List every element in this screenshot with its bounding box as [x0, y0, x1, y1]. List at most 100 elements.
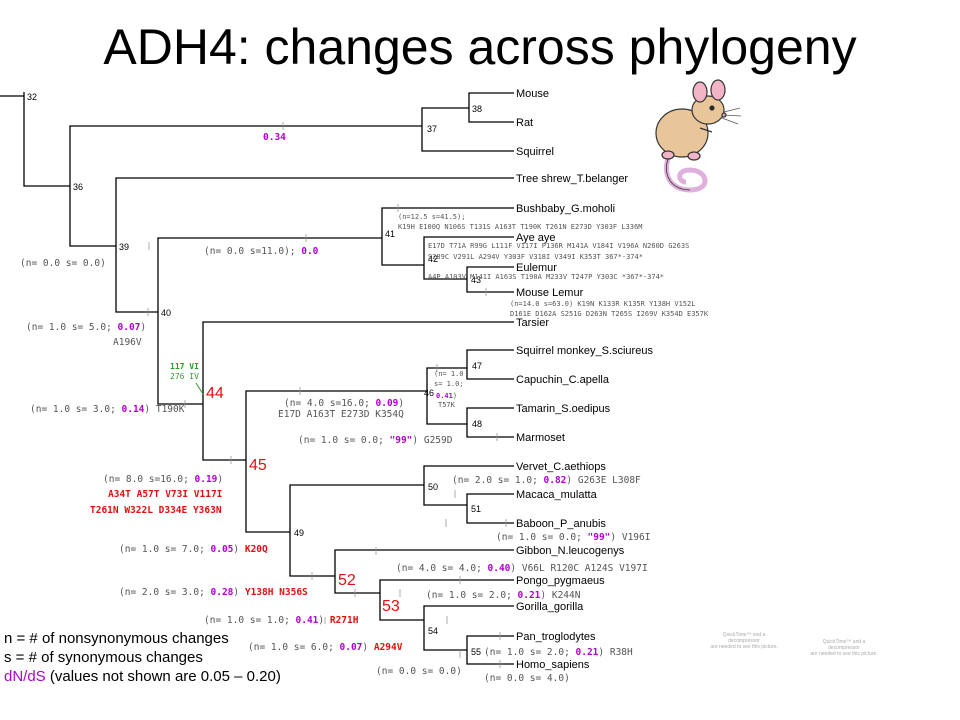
annotation-49: (n= 1.0 s= 7.0; 0.05) K20Q [119, 544, 268, 555]
mutation-117: 117 VI [170, 362, 199, 371]
node-label-highlight: 45 [249, 457, 267, 474]
taxon-label: Gibbon_N.leucogenys [516, 545, 625, 557]
node-label: 37 [427, 124, 437, 134]
svg-text:decompressor: decompressor [728, 638, 760, 644]
legend-n: n = # of nonsynonymous changes [4, 630, 229, 647]
taxon-label: Tree shrew_T.belanger [516, 173, 628, 185]
node-label: 47 [472, 361, 482, 371]
mutations-40: A196V [113, 337, 142, 348]
dnds-value: 0.34 [263, 132, 286, 143]
annotation-40: (n= 1.0 s= 5.0; 0.07) [26, 322, 146, 333]
mutations-46: E17D A163T E273D K354Q [278, 409, 404, 420]
taxon-label: Rat [516, 117, 533, 129]
node-label: 49 [294, 528, 304, 538]
taxon-label: Tarsier [516, 317, 549, 329]
node-label: 48 [472, 419, 482, 429]
annotation-39: (n= 0.0 s= 0.0) [20, 258, 106, 269]
annotation-46: (n= 4.0 s=16.0; 0.09) [284, 398, 404, 409]
annotation-bushbaby: (n=12.5 s=41.5); [398, 213, 465, 221]
legend-dnds-key: dN/dS [4, 668, 46, 685]
svg-text:QuickTime™ and a: QuickTime™ and a [723, 632, 766, 638]
node-label-highlight: 52 [338, 572, 356, 589]
slide-title: ADH4: changes across phylogeny [103, 19, 857, 75]
node-label-highlight: 53 [382, 598, 400, 615]
annotation-51: (n= 1.0 s= 0.0; "99") V196I [496, 532, 650, 543]
pointer-line [195, 382, 204, 395]
annotation-53: (n= 1.0 s= 1.0; 0.41) R271H [204, 615, 359, 626]
annotation-gorilla: (n= 0.0 s= 0.0) [376, 666, 462, 677]
annotation-44: (n= 1.0 s= 3.0; 0.14) T190K [30, 404, 185, 415]
taxon-label: Marmoset [516, 432, 565, 444]
annotation-45: (n= 8.0 s=16.0; 0.19) [103, 474, 223, 485]
node-label: 32 [27, 92, 37, 102]
svg-text:decompressor: decompressor [828, 645, 860, 651]
annotation-50: (n= 2.0 s= 1.0; 0.82) G263E L308F [452, 475, 641, 486]
taxon-labels: Mouse Rat Squirrel Tree shrew_T.belanger… [516, 88, 653, 671]
taxon-label: Pan_troglodytes [516, 631, 596, 643]
node-label: 55 [471, 647, 481, 657]
legend-dnds-note: (values not shown are 0.05 – 0.20) [45, 668, 281, 685]
image-placeholder: QuickTime™ and a decompressor are needed… [710, 632, 777, 650]
mouse-illustration [655, 79, 742, 193]
node-label: 39 [119, 242, 129, 252]
mutations-ayeaye: E17D T71A R99G L111F V117I P136R M141A V… [428, 242, 689, 250]
taxon-label: Baboon_P_anubis [516, 518, 606, 530]
taxon-label: Macaca_mulatta [516, 489, 598, 501]
node-label: 36 [73, 182, 83, 192]
mutations-45: A34T A57T V73I V117I [108, 489, 222, 500]
mutations-45: T261N W322L D334E Y363N [90, 505, 222, 516]
node-label-highlight: 44 [206, 385, 224, 402]
taxon-label: Squirrel monkey_S.sciureus [516, 345, 653, 357]
svg-text:are needed to see this picture: are needed to see this picture. [710, 644, 777, 650]
annotation-pongo: (n= 1.0 s= 2.0; 0.21) K244N [426, 590, 581, 601]
node-label: 51 [471, 504, 481, 514]
branch-annotations: 0.34 (n= 0.0 s= 0.0) (n= 1.0 s= 5.0; 0.0… [20, 132, 709, 684]
node-label: 42 [428, 254, 438, 264]
taxon-label: Squirrel [516, 146, 554, 158]
annotation-strep: (n= 0.0 s=11.0); 0.0 [204, 246, 319, 257]
annotation-gibbon: (n= 4.0 s= 4.0; 0.40) V66L R120C A124S V… [396, 563, 648, 574]
svg-text:are needed to see this picture: are needed to see this picture. [810, 651, 877, 657]
taxon-label: Mouse Lemur [516, 287, 584, 299]
node-label: 40 [161, 308, 171, 318]
taxon-label: Vervet_C.aethiops [516, 461, 606, 473]
annotation-46b: 0.41) [436, 392, 457, 400]
node-label: 43 [471, 275, 481, 285]
node-label: 46 [424, 388, 434, 398]
node-labels: 32 36 37 38 39 40 41 42 43 44 45 46 47 4… [27, 92, 482, 657]
legend-s: s = # of synonymous changes [4, 649, 203, 666]
annotation-52: (n= 2.0 s= 3.0; 0.28) Y138H N356S [119, 587, 308, 598]
node-label: 41 [385, 229, 395, 239]
annotation-46b: (n= 1.0 [434, 370, 464, 378]
tree-branches [0, 92, 514, 665]
annotation-46b: s= 1.0; [434, 380, 464, 388]
legend-dnds: dN/dS (values not shown are 0.05 – 0.20) [4, 668, 281, 686]
mutations-bushbaby: K19H E100Q N106S T131S A163T T190K T261N… [398, 223, 642, 231]
taxon-label: Tamarin_S.oedipus [516, 403, 611, 415]
mutations-eulemur: S289C V291L A294V Y303F V318I V349I K353… [428, 253, 643, 261]
taxon-label: Aye aye [516, 232, 556, 244]
mutations-tarsier: D161E D162A S251G D263N T265S I269V K354… [510, 310, 709, 318]
branch-ticks [147, 122, 507, 668]
mutation-276: 276 IV [170, 372, 199, 381]
annotation-homo: (n= 0.0 s= 4.0) [484, 673, 570, 684]
node-label: 38 [472, 104, 482, 114]
taxon-label: Mouse [516, 88, 549, 100]
annotation-54: (n= 1.0 s= 6.0; 0.07) A294V [248, 642, 403, 653]
annotation-marmoset: (n= 1.0 s= 0.0; "99") G259D [298, 435, 453, 446]
taxon-label: Capuchin_C.apella [516, 374, 610, 386]
taxon-label: Eulemur [516, 262, 557, 274]
node-label: 54 [428, 626, 438, 636]
node-label: 50 [428, 482, 438, 492]
taxon-label: Gorilla_gorilla [516, 601, 584, 613]
svg-text:QuickTime™ and a: QuickTime™ and a [823, 639, 866, 645]
annotation-tarsier: (n=14.0 s=63.0) K19N K133R K135R Y138H V… [510, 300, 695, 308]
taxon-label: Homo_sapiens [516, 659, 590, 671]
mutations-mouselemur: A4P A103V M141I A163S T190A M233V T247P … [428, 273, 664, 281]
image-placeholder: QuickTime™ and a decompressor are needed… [810, 639, 877, 657]
mutation-46b: T57K [438, 401, 456, 409]
taxon-label: Pongo_pygmaeus [516, 575, 605, 587]
taxon-label: Bushbaby_G.moholi [516, 203, 615, 215]
